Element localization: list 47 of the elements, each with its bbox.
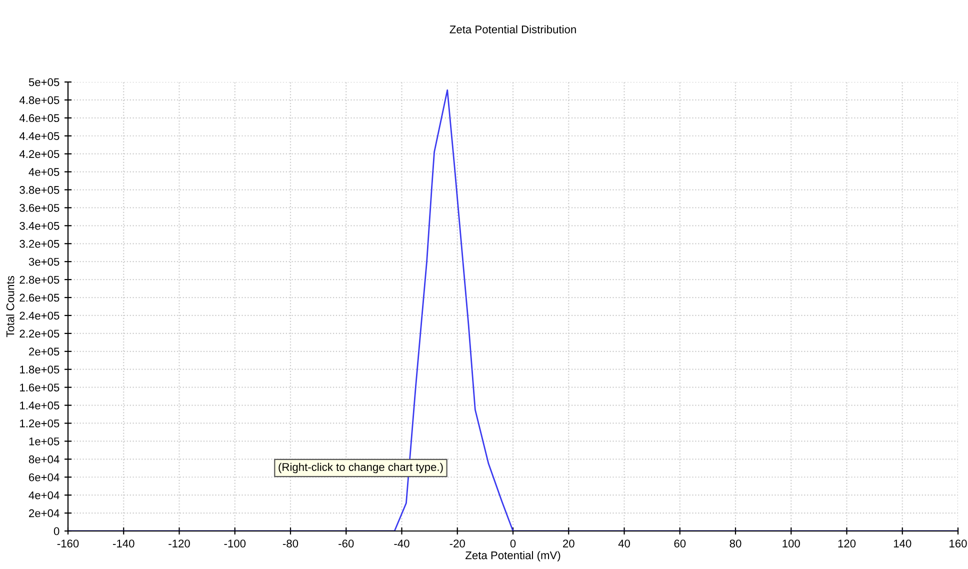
x-tick-label: 100 xyxy=(782,540,800,548)
y-tick-label: 3e+05 xyxy=(28,258,60,266)
y-tick-label: 1.8e+05 xyxy=(20,366,60,374)
x-tick-label: 20 xyxy=(563,540,574,548)
y-tick-label: 8e+04 xyxy=(28,455,60,464)
y-tick-label: 3.4e+05 xyxy=(20,222,60,230)
y-tick-label: 4.6e+05 xyxy=(19,114,60,122)
y-tick-label: 2e+04 xyxy=(29,509,60,518)
x-tick-label: -20 xyxy=(450,540,465,548)
x-tick-label: 0 xyxy=(510,540,516,548)
x-tick-label: -60 xyxy=(338,540,354,548)
y-tick-label: 4.8e+05 xyxy=(19,96,60,104)
x-axis-title: Zeta Potential (mV) xyxy=(466,551,560,562)
y-tick-label: 2.6e+05 xyxy=(20,294,60,302)
y-tick-label: 2e+05 xyxy=(29,348,60,356)
x-tick-label: -40 xyxy=(394,540,410,548)
x-tick-label: 80 xyxy=(730,540,742,548)
y-tick-label: 1e+05 xyxy=(29,437,60,446)
y-tick-label: 6e+04 xyxy=(29,473,60,482)
x-tick-label: 40 xyxy=(618,540,630,548)
y-tick-label: 1.6e+05 xyxy=(20,384,60,392)
x-tick-label: -100 xyxy=(224,540,246,548)
x-tick-label: 60 xyxy=(674,540,686,548)
x-tick-label: -140 xyxy=(113,540,134,548)
y-tick-label: 5e+05 xyxy=(28,78,60,86)
y-tick-label: 2.2e+05 xyxy=(20,330,60,338)
y-tick-label: 4.2e+05 xyxy=(19,150,60,158)
x-tick-label: -120 xyxy=(168,540,190,548)
y-tick-label: 3.6e+05 xyxy=(20,204,60,212)
y-tick-label: 1.2e+05 xyxy=(20,420,60,428)
y-tick-label: 2.8e+05 xyxy=(20,276,60,284)
chart-title: Zeta Potential Distribution xyxy=(450,25,576,34)
y-tick-label: 4.4e+05 xyxy=(19,132,60,140)
y-tick-label: 4e+05 xyxy=(28,168,60,176)
x-tick-label: -160 xyxy=(57,540,79,548)
y-tick-label: 2.4e+05 xyxy=(20,312,60,320)
x-tick-label: 120 xyxy=(838,540,856,548)
y-tick-label: 4e+04 xyxy=(28,491,60,500)
y-tick-label: 3.8e+05 xyxy=(20,186,60,194)
y-tick-label: 1.4e+05 xyxy=(20,402,60,410)
x-tick-label: -80 xyxy=(282,540,298,548)
y-tick-label: 3.2e+05 xyxy=(20,240,60,248)
y-tick-label: 0 xyxy=(54,527,60,536)
annotation: (Right-click to change chart type.) xyxy=(278,462,443,474)
x-tick-label: 140 xyxy=(894,540,912,548)
y-axis-title: Total Counts xyxy=(6,276,14,338)
x-tick-label: 160 xyxy=(950,540,967,548)
